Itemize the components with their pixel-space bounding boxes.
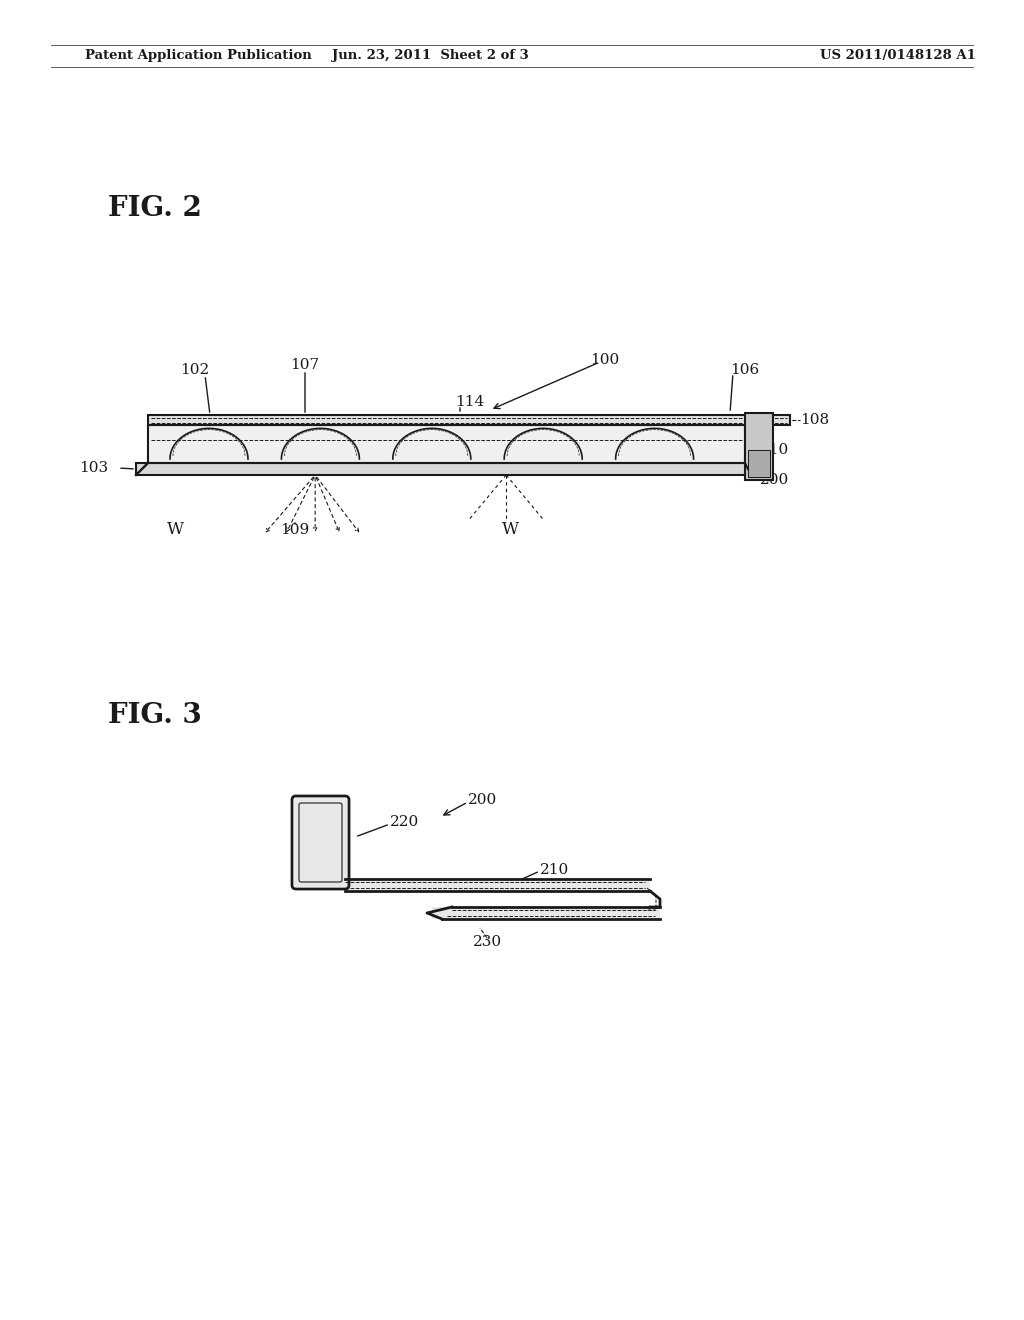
Text: FIG. 3: FIG. 3 — [108, 702, 202, 729]
Text: FIG. 2: FIG. 2 — [108, 195, 202, 222]
Bar — [136, 463, 751, 475]
Bar — [748, 450, 770, 477]
Text: 210: 210 — [760, 444, 790, 457]
Text: 108: 108 — [800, 413, 829, 426]
Text: 109: 109 — [281, 523, 309, 537]
Bar — [745, 413, 773, 480]
Text: 103: 103 — [79, 461, 108, 475]
Text: W: W — [502, 521, 518, 539]
Text: 106: 106 — [730, 363, 759, 378]
Text: 200: 200 — [468, 793, 498, 807]
Text: 200: 200 — [760, 473, 790, 487]
Text: 230: 230 — [472, 935, 502, 949]
Text: 220: 220 — [390, 814, 419, 829]
FancyBboxPatch shape — [294, 799, 347, 887]
Bar — [148, 425, 745, 463]
Bar — [345, 879, 650, 891]
Text: 107: 107 — [291, 358, 319, 372]
Text: W: W — [167, 521, 183, 539]
Bar — [432, 907, 660, 919]
Text: 102: 102 — [180, 363, 210, 378]
Text: Jun. 23, 2011  Sheet 2 of 3: Jun. 23, 2011 Sheet 2 of 3 — [332, 49, 528, 62]
Text: 100: 100 — [590, 352, 620, 367]
Bar — [148, 414, 790, 425]
Text: US 2011/0148128 A1: US 2011/0148128 A1 — [820, 49, 976, 62]
Text: Patent Application Publication: Patent Application Publication — [85, 49, 311, 62]
Text: 114: 114 — [456, 395, 484, 409]
Bar — [148, 425, 745, 463]
Text: 210: 210 — [540, 863, 569, 876]
